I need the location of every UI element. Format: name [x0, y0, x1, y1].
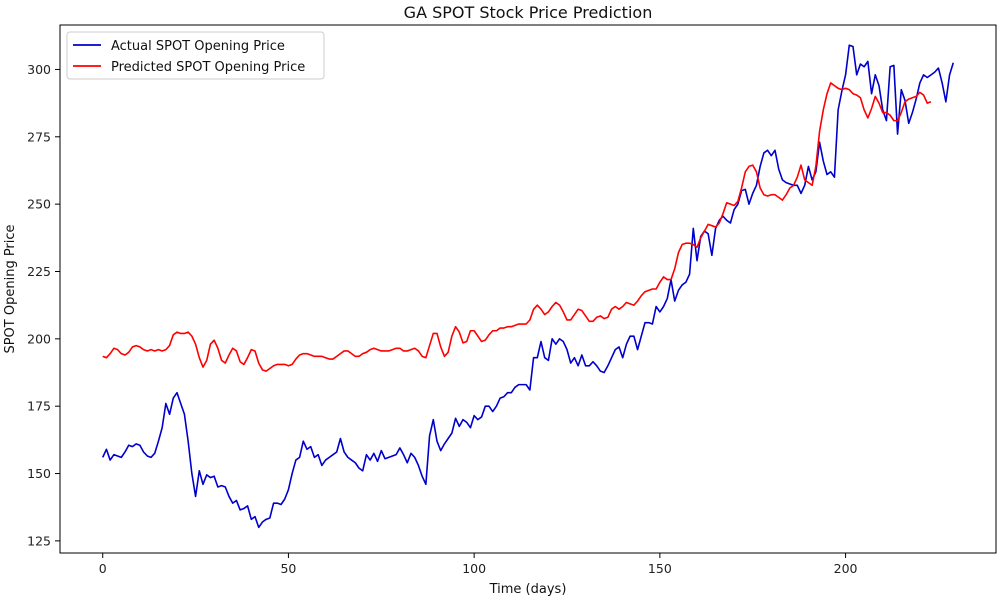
y-tick-label: 225 — [27, 264, 51, 279]
y-tick-label: 300 — [27, 62, 51, 77]
x-tick-label: 100 — [462, 561, 486, 576]
legend-label-actual: Actual SPOT Opening Price — [111, 39, 285, 54]
plot-area — [101, 44, 955, 529]
legend: Actual SPOT Opening Price Predicted SPOT… — [66, 31, 325, 80]
y-tick-label: 150 — [27, 466, 51, 481]
y-tick-label: 200 — [27, 331, 51, 346]
y-axis-title: SPOT Opening Price — [3, 224, 18, 353]
legend-box — [66, 31, 325, 80]
series-line-predicted — [102, 82, 932, 372]
x-tick-label: 200 — [834, 561, 858, 576]
x-tick-label: 0 — [99, 561, 107, 576]
series-line-actual — [101, 44, 955, 529]
plot-frame — [59, 24, 997, 554]
y-tick-label: 275 — [27, 129, 51, 144]
x-tick-label: 150 — [648, 561, 672, 576]
chart-title: GA SPOT Stock Price Prediction — [404, 3, 653, 22]
x-tick-label: 50 — [280, 561, 296, 576]
x-axis: 0 50 100 150 200 — [99, 553, 858, 576]
y-tick-label: 250 — [27, 197, 51, 212]
legend-label-predicted: Predicted SPOT Opening Price — [111, 60, 305, 75]
y-axis: 125 150 175 200 225 250 275 300 — [27, 62, 60, 548]
y-tick-label: 125 — [27, 533, 51, 548]
y-tick-label: 175 — [27, 399, 51, 414]
x-axis-title: Time (days) — [489, 582, 567, 597]
